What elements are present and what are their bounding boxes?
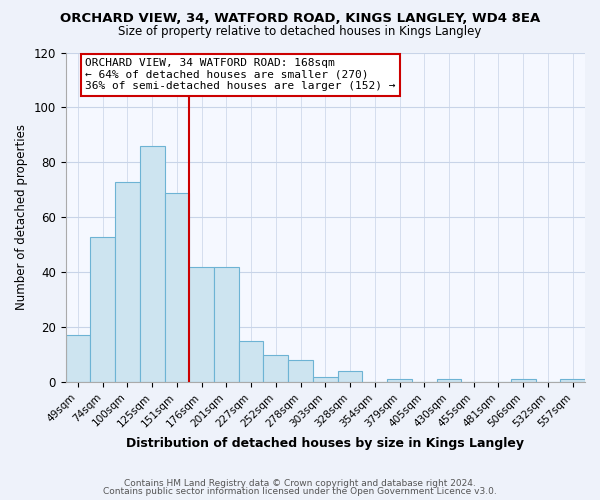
Text: Size of property relative to detached houses in Kings Langley: Size of property relative to detached ho… (118, 25, 482, 38)
Bar (511, 380, 536, 382)
Bar (190, 266, 214, 382)
Bar (91, 236, 115, 382)
Text: ORCHARD VIEW, 34 WATFORD ROAD: 168sqm
← 64% of detached houses are smaller (270): ORCHARD VIEW, 34 WATFORD ROAD: 168sqm ← … (85, 58, 396, 91)
Y-axis label: Number of detached properties: Number of detached properties (15, 124, 28, 310)
Bar (338, 371, 362, 382)
Bar (115, 182, 140, 382)
X-axis label: Distribution of detached houses by size in Kings Langley: Distribution of detached houses by size … (127, 437, 524, 450)
Bar (437, 380, 461, 382)
Bar (288, 360, 313, 382)
Bar (239, 341, 263, 382)
Bar (164, 192, 190, 382)
Bar (560, 380, 585, 382)
Text: ORCHARD VIEW, 34, WATFORD ROAD, KINGS LANGLEY, WD4 8EA: ORCHARD VIEW, 34, WATFORD ROAD, KINGS LA… (60, 12, 540, 26)
Bar (313, 376, 338, 382)
Bar (387, 380, 412, 382)
Text: Contains public sector information licensed under the Open Government Licence v3: Contains public sector information licen… (103, 487, 497, 496)
Bar (140, 146, 164, 382)
Bar (65, 336, 91, 382)
Bar (263, 354, 288, 382)
Bar (214, 266, 239, 382)
Text: Contains HM Land Registry data © Crown copyright and database right 2024.: Contains HM Land Registry data © Crown c… (124, 478, 476, 488)
